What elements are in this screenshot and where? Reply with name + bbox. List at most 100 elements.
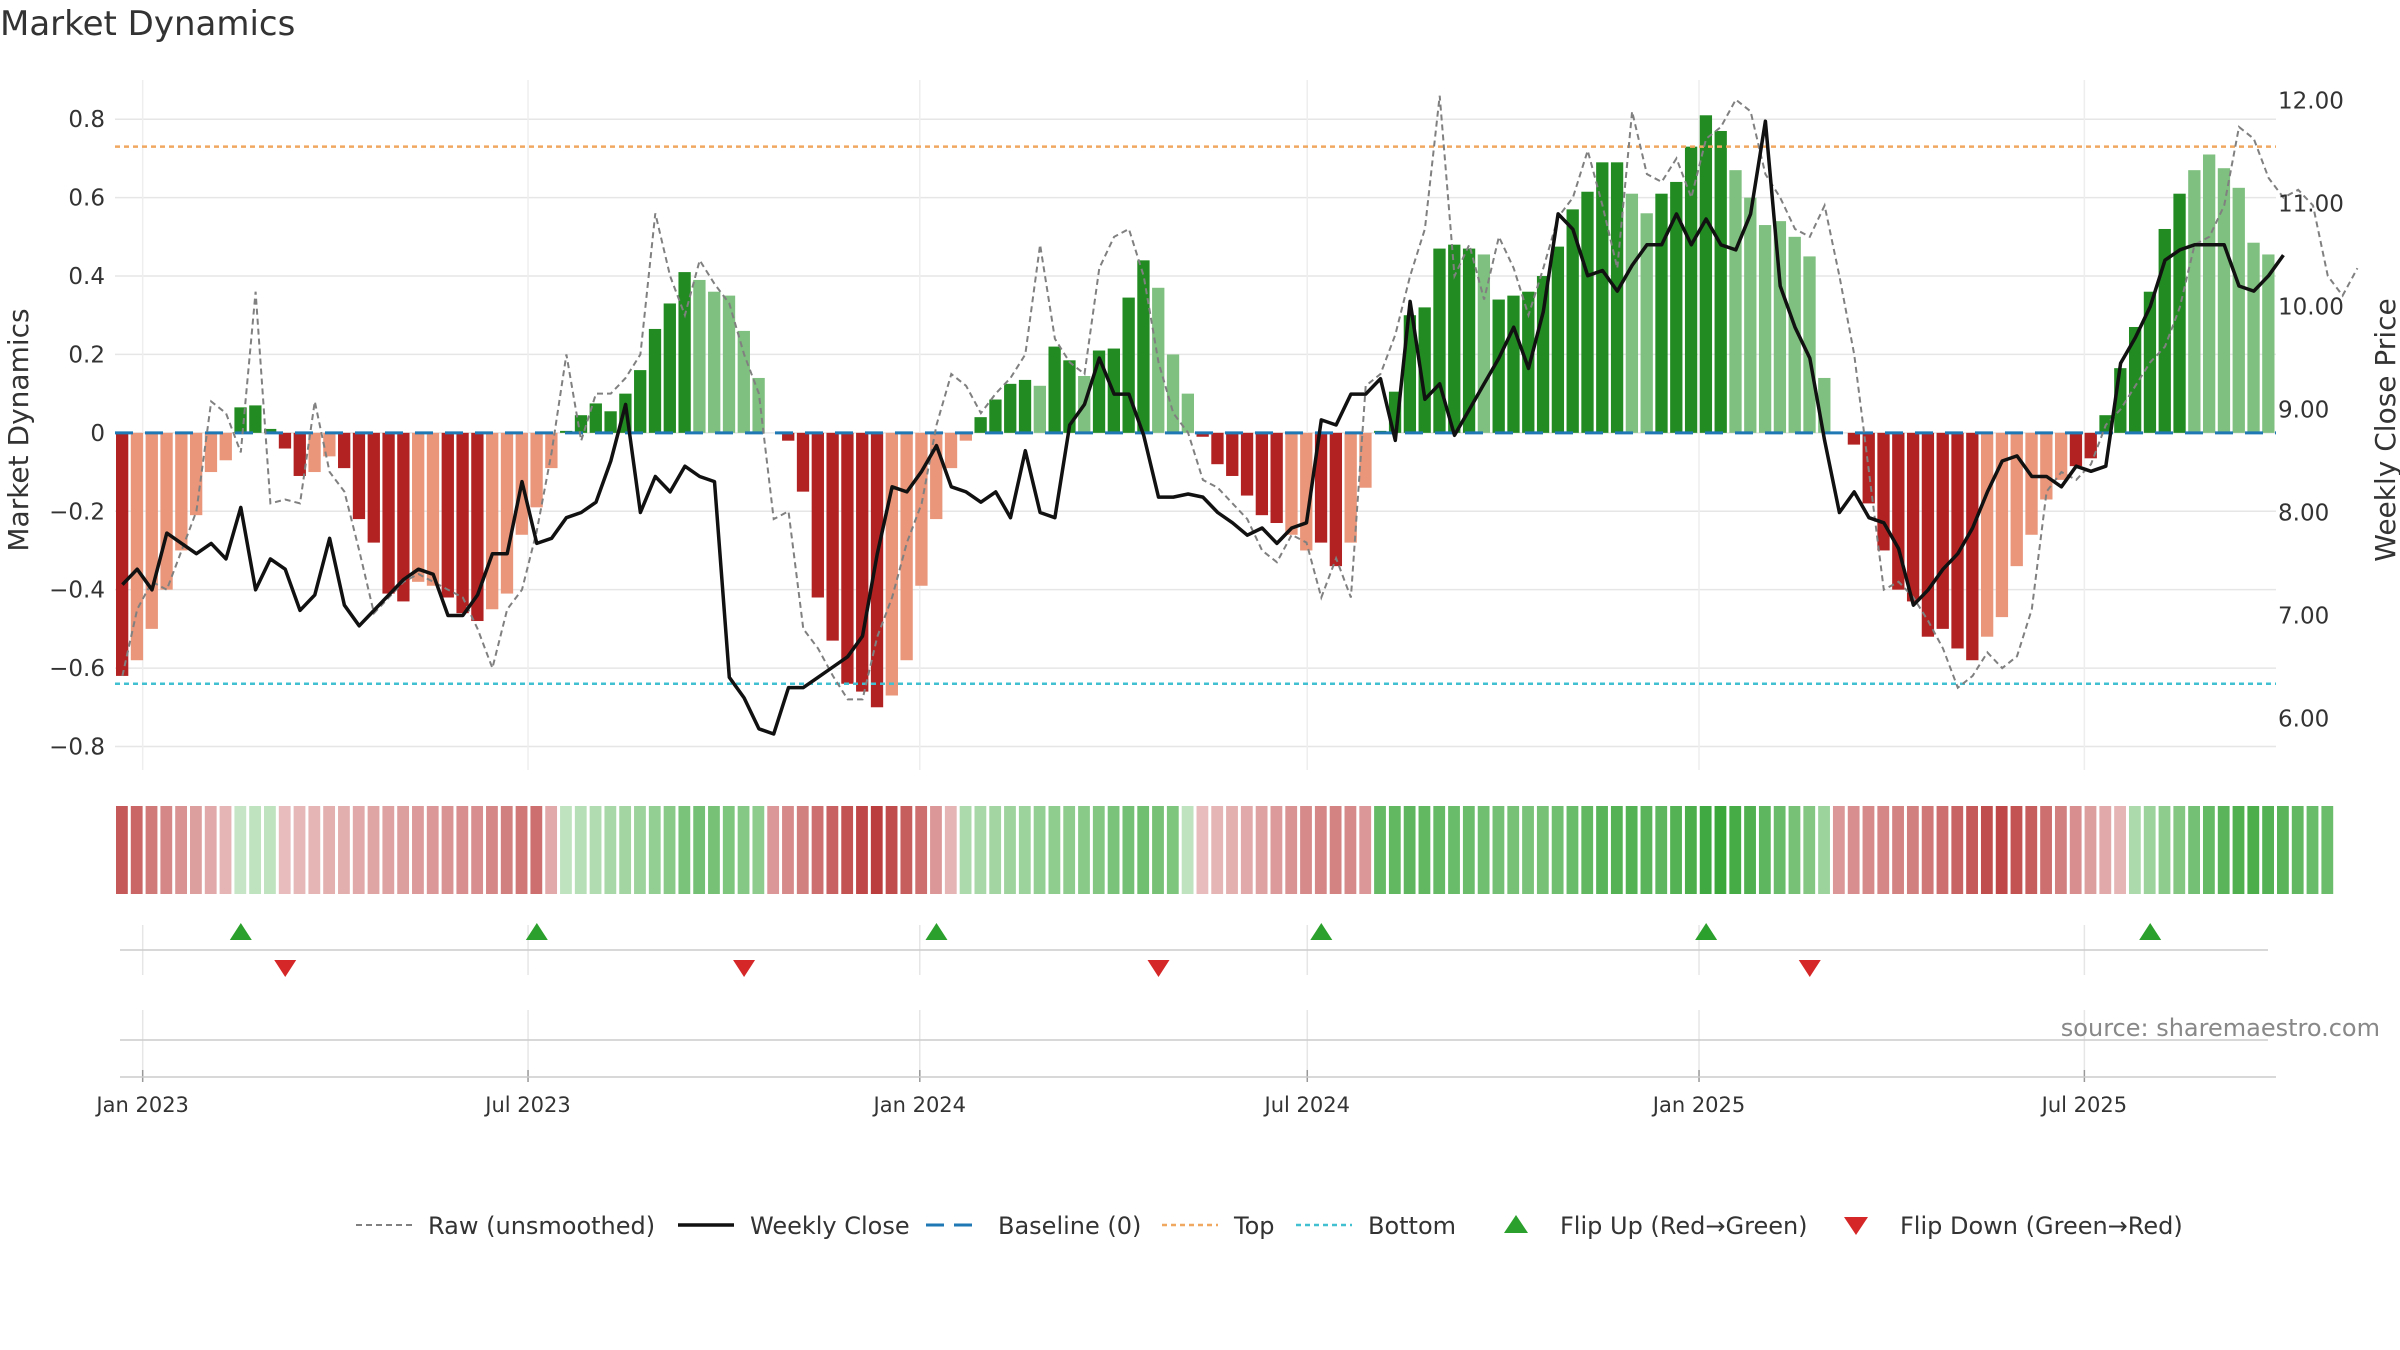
heat-cell <box>1966 806 1978 894</box>
heat-cell <box>1655 806 1668 894</box>
heat-cell <box>2143 806 2156 894</box>
dynamics-bar <box>1536 276 1550 433</box>
heat-cell <box>1314 806 1327 894</box>
heat-cell <box>1240 806 1253 894</box>
dynamics-bar <box>1166 354 1180 433</box>
heat-cell <box>1374 806 1386 894</box>
dynamics-bar <box>249 405 262 433</box>
legend-swatch-flip-up <box>1504 1215 1528 1233</box>
dynamics-bar <box>1211 432 1224 465</box>
heat-cell <box>1255 806 1268 894</box>
heat-cell <box>2040 806 2052 894</box>
heat-cell <box>2277 806 2289 894</box>
dynamics-bar <box>323 432 336 457</box>
legend-item: Flip Down (Green→Red) <box>1844 1212 2183 1240</box>
heat-cell <box>2025 806 2038 894</box>
dynamics-bar <box>264 428 277 433</box>
heat-cell <box>1714 806 1727 894</box>
flip-up-marker <box>229 923 252 940</box>
heat-cell <box>515 806 528 894</box>
dynamics-bar <box>944 432 958 469</box>
dynamics-bar <box>352 432 366 520</box>
heat-cell <box>1388 806 1401 894</box>
dynamics-bar <box>693 279 706 433</box>
legend-swatch-flip-down <box>1844 1217 1868 1235</box>
heat-cell <box>811 806 824 894</box>
heat-cell <box>382 806 395 894</box>
heat-cell <box>1832 806 1845 894</box>
dynamics-bar <box>663 303 676 433</box>
heat-cell <box>1670 806 1682 894</box>
heat-cell <box>1092 806 1105 894</box>
dynamics-bar <box>219 432 232 461</box>
raw-line <box>121 95 2359 701</box>
dynamics-bars <box>116 115 2275 708</box>
heat-cell <box>264 806 276 894</box>
heat-cell <box>175 806 188 894</box>
heat-cell <box>841 806 854 894</box>
heat-cell <box>352 806 365 894</box>
dynamics-bar <box>1847 432 1861 445</box>
heat-cell <box>441 806 454 894</box>
dynamics-bar <box>471 432 484 622</box>
y-tick-right: 7.00 <box>2278 604 2329 630</box>
heat-cell <box>1492 806 1505 894</box>
chart-title: Market Dynamics <box>0 4 296 44</box>
heat-cell <box>2054 806 2067 894</box>
dynamics-bar <box>796 432 810 492</box>
heat-cell <box>2099 806 2112 894</box>
heat-cell <box>160 806 173 894</box>
heat-cell <box>1433 806 1446 894</box>
dynamics-bar <box>885 432 898 696</box>
heat-cell <box>1137 806 1150 894</box>
dynamics-bar <box>1684 146 1698 433</box>
dynamics-bar <box>1980 432 1994 637</box>
heat-cell <box>190 806 202 894</box>
dynamics-bar <box>160 432 173 590</box>
dynamics-bar <box>1655 193 1668 433</box>
dynamics-bar <box>870 432 884 708</box>
dynamics-bar <box>856 432 869 692</box>
dynamics-bar <box>1522 291 1535 433</box>
dynamics-bar <box>1714 130 1727 433</box>
legend-label: Weekly Close <box>750 1212 910 1240</box>
dynamics-bar <box>1018 379 1032 433</box>
dynamics-bar <box>1137 260 1150 433</box>
dynamics-bar <box>1906 432 1920 602</box>
heat-cell <box>293 806 306 894</box>
y-tick-left: 0.2 <box>68 342 105 368</box>
heat-cell <box>2010 806 2023 894</box>
dynamics-bar <box>2188 170 2201 433</box>
heat-cell <box>1004 806 1016 894</box>
heat-cell <box>1344 806 1357 894</box>
heat-cell <box>1048 806 1061 894</box>
heat-cell <box>278 806 291 894</box>
dynamics-bar <box>752 377 765 433</box>
heat-cell <box>500 806 513 894</box>
y-tick-left: 0.8 <box>68 107 105 133</box>
heat-cell <box>367 806 380 894</box>
dynamics-bar <box>1995 432 2009 618</box>
flip-down-marker <box>1798 960 1821 977</box>
dynamics-bar <box>604 411 617 433</box>
heat-cell <box>1581 806 1594 894</box>
heat-cell <box>249 806 262 894</box>
y-tick-right: 10.00 <box>2278 295 2344 321</box>
dynamics-bar <box>1196 432 1209 437</box>
dynamics-bar <box>397 432 410 602</box>
heat-cell <box>1285 806 1298 894</box>
y-tick-right: 11.00 <box>2278 192 2344 218</box>
heat-cell <box>1995 806 2008 894</box>
heat-cell <box>1166 806 1179 894</box>
heat-cell <box>870 806 883 894</box>
heat-cell <box>1226 806 1238 894</box>
dynamics-bar <box>293 432 306 476</box>
heat-cell <box>2128 806 2141 894</box>
x-tick-label: Jan 2025 <box>1651 1093 1746 1117</box>
dynamics-bar <box>145 432 158 629</box>
dynamics-bar <box>2128 326 2142 433</box>
heat-cell <box>2291 806 2304 894</box>
x-tick-label: Jan 2024 <box>872 1093 967 1117</box>
heat-cell <box>1536 806 1549 894</box>
dynamics-bar <box>308 432 321 473</box>
